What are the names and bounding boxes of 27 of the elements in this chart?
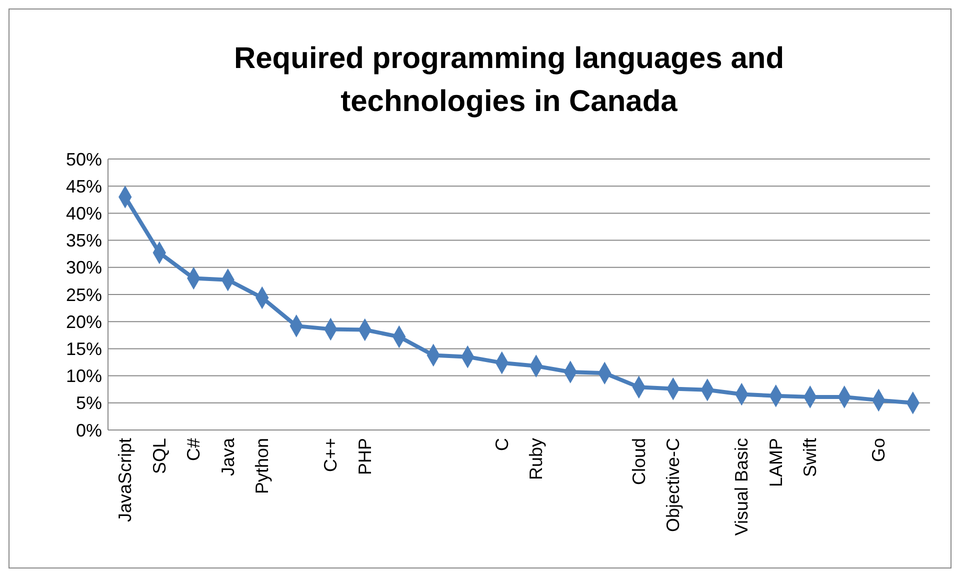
x-tick-label: Java	[218, 437, 238, 476]
y-tick-label: 25%	[66, 284, 102, 305]
x-tick-label: LAMP	[766, 438, 786, 488]
y-tick-label: 50%	[66, 149, 102, 170]
x-tick-label: PHP	[354, 438, 375, 476]
x-tick-label: Cloud	[628, 438, 649, 486]
y-tick-label: 35%	[66, 230, 102, 251]
x-tick-label: Python	[252, 438, 272, 494]
x-tick-label: Ruby	[526, 438, 546, 480]
x-tick-label: Go	[868, 438, 889, 462]
x-tick-label: Swift	[800, 438, 820, 478]
x-tick-label: Objective-C	[663, 438, 684, 532]
chart-title: Required programming languages and technologies in Canada	[234, 42, 784, 118]
x-tick-label: C#	[184, 438, 204, 462]
x-tick-label: JavaScript	[115, 438, 136, 522]
x-tick-label: C	[492, 438, 512, 451]
y-tick-label: 45%	[66, 176, 102, 196]
y-tick-label: 10%	[66, 366, 102, 386]
x-tick-label: Visual Basic	[732, 438, 752, 536]
x-tick-label: SQL	[149, 438, 170, 474]
y-tick-label: 5%	[76, 393, 102, 414]
y-tick-label: 20%	[66, 312, 102, 332]
x-tick-label: C++	[320, 438, 341, 472]
y-tick-label: 0%	[76, 420, 102, 440]
y-tick-label: 30%	[66, 258, 102, 278]
y-tick-label: 40%	[66, 204, 102, 224]
y-tick-label: 15%	[66, 339, 102, 359]
